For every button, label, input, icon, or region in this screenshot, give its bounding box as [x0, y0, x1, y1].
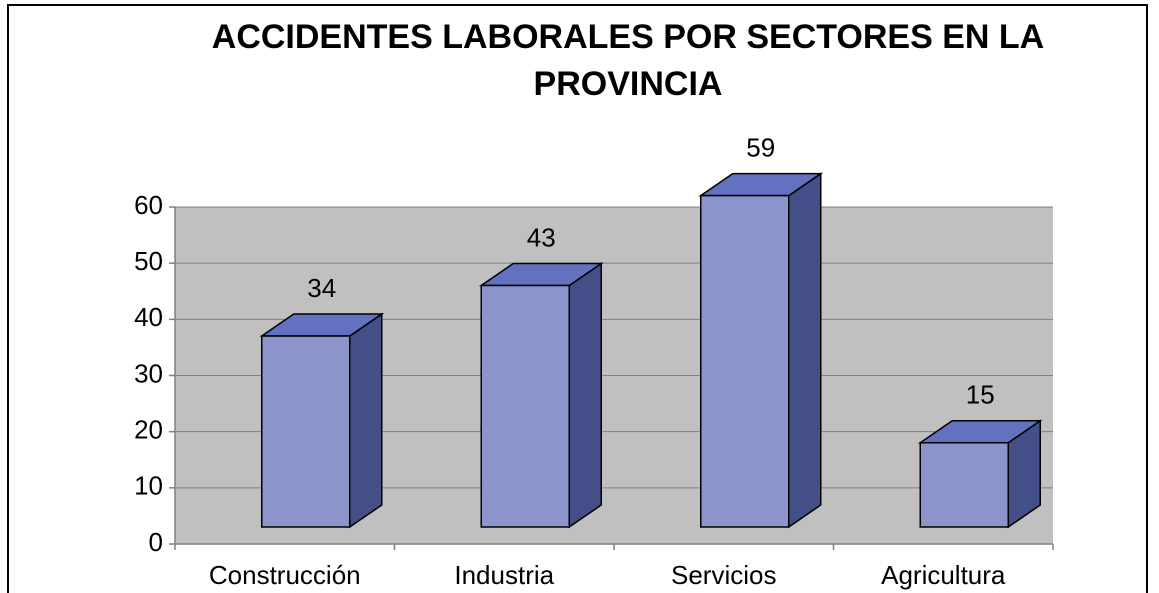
bar [919, 442, 1009, 528]
bar-side [788, 172, 822, 529]
bar [700, 194, 790, 528]
x-tick-label: Construcción [209, 560, 361, 590]
bar-side [568, 262, 602, 529]
y-tick-label: 20 [134, 415, 163, 445]
chart-title: PROVINCIA [534, 65, 723, 103]
y-tick-label: 10 [134, 471, 163, 501]
value-label: 15 [966, 380, 995, 410]
chart-title: ACCIDENTES LABORALES POR SECTORES EN LA [212, 18, 1044, 56]
value-label: 34 [307, 273, 336, 303]
y-tick-label: 30 [134, 358, 163, 388]
y-tick-label: 0 [149, 527, 163, 557]
x-tick-label: Servicios [671, 560, 776, 590]
y-tick-label: 60 [134, 190, 163, 220]
x-tick-label: Agricultura [881, 560, 1006, 590]
value-label: 59 [746, 132, 775, 162]
value-label: 43 [527, 222, 556, 252]
x-tick-label: Industria [454, 560, 554, 590]
y-tick-label: 40 [134, 302, 163, 332]
bar [261, 335, 351, 528]
y-tick-label: 50 [134, 246, 163, 276]
bar [480, 284, 570, 528]
bar-side [349, 312, 383, 529]
